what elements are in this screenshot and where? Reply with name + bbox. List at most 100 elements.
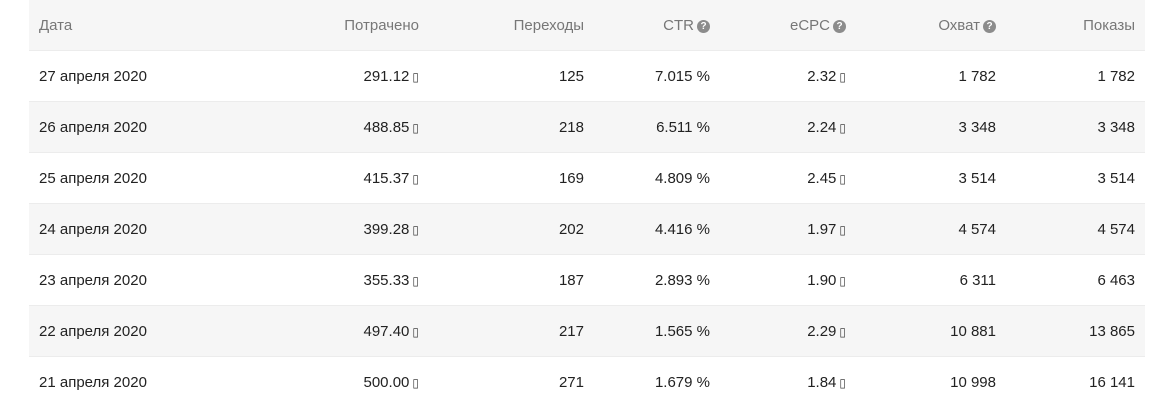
table-header: Дата Потрачено Переходы CTR? eCPC? Охват… <box>29 0 1145 51</box>
column-header-ecpc[interactable]: eCPC? <box>720 0 856 51</box>
spent-value: 399.28 <box>364 221 410 238</box>
cell-ecpc: 2.29▯ <box>720 306 856 357</box>
cell-spent: 399.28▯ <box>239 204 429 255</box>
cell-clicks: 187 <box>429 255 594 306</box>
cell-ecpc: 1.97▯ <box>720 204 856 255</box>
cell-ecpc: 1.84▯ <box>720 357 856 407</box>
cell-date: 25 апреля 2020 <box>29 153 239 204</box>
currency-icon: ▯ <box>412 325 419 339</box>
currency-icon: ▯ <box>412 121 419 135</box>
ecpc-value: 2.45 <box>807 170 836 187</box>
cell-ctr: 6.511 % <box>594 102 720 153</box>
currency-icon: ▯ <box>839 121 846 135</box>
column-header-label: eCPC <box>790 17 830 34</box>
cell-reach: 3 514 <box>856 153 1006 204</box>
ecpc-value: 2.29 <box>807 323 836 340</box>
cell-clicks: 271 <box>429 357 594 407</box>
column-header-impressions[interactable]: Показы <box>1006 0 1145 51</box>
currency-icon: ▯ <box>412 376 419 390</box>
cell-spent: 497.40▯ <box>239 306 429 357</box>
table-row: 26 апреля 2020 488.85▯ 218 6.511 % 2.24▯… <box>29 102 1145 153</box>
table-row: 22 апреля 2020 497.40▯ 217 1.565 % 2.29▯… <box>29 306 1145 357</box>
ecpc-value: 2.24 <box>807 119 836 136</box>
cell-reach: 10 998 <box>856 357 1006 407</box>
cell-ctr: 4.416 % <box>594 204 720 255</box>
cell-date: 23 апреля 2020 <box>29 255 239 306</box>
stats-table: Дата Потрачено Переходы CTR? eCPC? Охват… <box>29 0 1145 407</box>
column-header-spent[interactable]: Потрачено <box>239 0 429 51</box>
currency-icon: ▯ <box>839 172 846 186</box>
help-icon[interactable]: ? <box>697 20 710 33</box>
spent-value: 415.37 <box>364 170 410 187</box>
cell-spent: 415.37▯ <box>239 153 429 204</box>
cell-impressions: 16 141 <box>1006 357 1145 407</box>
cell-reach: 1 782 <box>856 51 1006 102</box>
cell-ecpc: 1.90▯ <box>720 255 856 306</box>
column-header-label: Показы <box>1083 17 1135 34</box>
currency-icon: ▯ <box>412 70 419 84</box>
cell-reach: 4 574 <box>856 204 1006 255</box>
cell-impressions: 4 574 <box>1006 204 1145 255</box>
cell-spent: 355.33▯ <box>239 255 429 306</box>
column-header-label: Потрачено <box>344 17 419 34</box>
cell-ctr: 1.679 % <box>594 357 720 407</box>
cell-ctr: 4.809 % <box>594 153 720 204</box>
cell-date: 26 апреля 2020 <box>29 102 239 153</box>
ecpc-value: 1.84 <box>807 374 836 391</box>
cell-date: 27 апреля 2020 <box>29 51 239 102</box>
currency-icon: ▯ <box>412 223 419 237</box>
currency-icon: ▯ <box>412 274 419 288</box>
help-icon[interactable]: ? <box>983 20 996 33</box>
cell-spent: 488.85▯ <box>239 102 429 153</box>
ecpc-value: 1.90 <box>807 272 836 289</box>
cell-clicks: 218 <box>429 102 594 153</box>
currency-icon: ▯ <box>412 172 419 186</box>
cell-ecpc: 2.45▯ <box>720 153 856 204</box>
cell-ctr: 1.565 % <box>594 306 720 357</box>
ecpc-value: 1.97 <box>807 221 836 238</box>
table-row: 25 апреля 2020 415.37▯ 169 4.809 % 2.45▯… <box>29 153 1145 204</box>
cell-impressions: 3 348 <box>1006 102 1145 153</box>
column-header-reach[interactable]: Охват? <box>856 0 1006 51</box>
column-header-ctr[interactable]: CTR? <box>594 0 720 51</box>
cell-impressions: 6 463 <box>1006 255 1145 306</box>
help-icon[interactable]: ? <box>833 20 846 33</box>
cell-impressions: 13 865 <box>1006 306 1145 357</box>
column-header-clicks[interactable]: Переходы <box>429 0 594 51</box>
cell-ctr: 7.015 % <box>594 51 720 102</box>
column-header-label: CTR <box>663 17 694 34</box>
cell-spent: 291.12▯ <box>239 51 429 102</box>
cell-ecpc: 2.32▯ <box>720 51 856 102</box>
currency-icon: ▯ <box>839 274 846 288</box>
currency-icon: ▯ <box>839 325 846 339</box>
spent-value: 355.33 <box>364 272 410 289</box>
ecpc-value: 2.32 <box>807 68 836 85</box>
cell-clicks: 217 <box>429 306 594 357</box>
cell-date: 21 апреля 2020 <box>29 357 239 407</box>
table-row: 23 апреля 2020 355.33▯ 187 2.893 % 1.90▯… <box>29 255 1145 306</box>
cell-reach: 10 881 <box>856 306 1006 357</box>
cell-clicks: 125 <box>429 51 594 102</box>
cell-clicks: 169 <box>429 153 594 204</box>
column-header-date[interactable]: Дата <box>29 0 239 51</box>
cell-impressions: 1 782 <box>1006 51 1145 102</box>
spent-value: 488.85 <box>364 119 410 136</box>
table-row: 27 апреля 2020 291.12▯ 125 7.015 % 2.32▯… <box>29 51 1145 102</box>
spent-value: 291.12 <box>364 68 410 85</box>
cell-date: 22 апреля 2020 <box>29 306 239 357</box>
cell-reach: 6 311 <box>856 255 1006 306</box>
currency-icon: ▯ <box>839 70 846 84</box>
currency-icon: ▯ <box>839 223 846 237</box>
cell-clicks: 202 <box>429 204 594 255</box>
table-row: 21 апреля 2020 500.00▯ 271 1.679 % 1.84▯… <box>29 357 1145 407</box>
currency-icon: ▯ <box>839 376 846 390</box>
spent-value: 500.00 <box>364 374 410 391</box>
table-body: 27 апреля 2020 291.12▯ 125 7.015 % 2.32▯… <box>29 51 1145 407</box>
cell-date: 24 апреля 2020 <box>29 204 239 255</box>
header-row: Дата Потрачено Переходы CTR? eCPC? Охват… <box>29 0 1145 51</box>
cell-impressions: 3 514 <box>1006 153 1145 204</box>
column-header-label: Охват <box>938 17 980 34</box>
cell-reach: 3 348 <box>856 102 1006 153</box>
cell-ctr: 2.893 % <box>594 255 720 306</box>
spent-value: 497.40 <box>364 323 410 340</box>
